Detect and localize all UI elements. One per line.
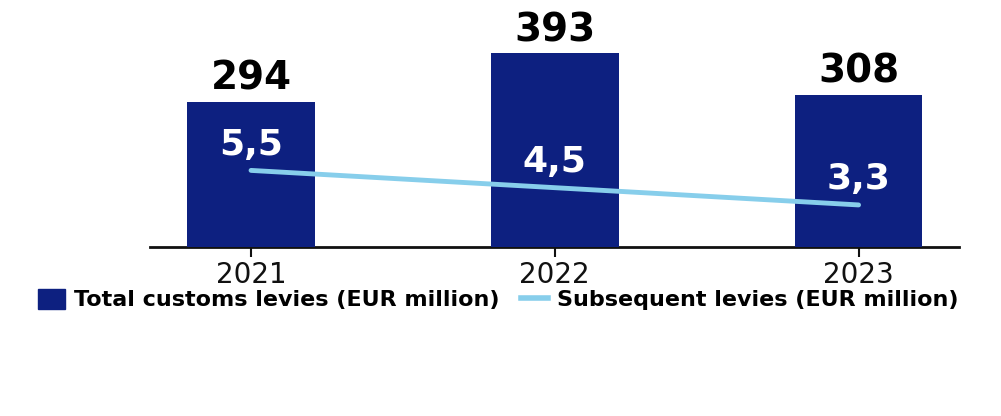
Text: 294: 294: [210, 60, 291, 98]
Text: 3,3: 3,3: [827, 162, 891, 196]
Legend: Total customs levies (EUR million), Subsequent levies (EUR million): Total customs levies (EUR million), Subs…: [29, 280, 967, 319]
Text: 4,5: 4,5: [523, 145, 587, 179]
Bar: [795, 95, 922, 247]
Bar: [491, 53, 619, 247]
Bar: [187, 102, 315, 247]
Text: 393: 393: [515, 11, 596, 49]
Text: 308: 308: [818, 53, 899, 91]
Text: 5,5: 5,5: [219, 128, 283, 161]
